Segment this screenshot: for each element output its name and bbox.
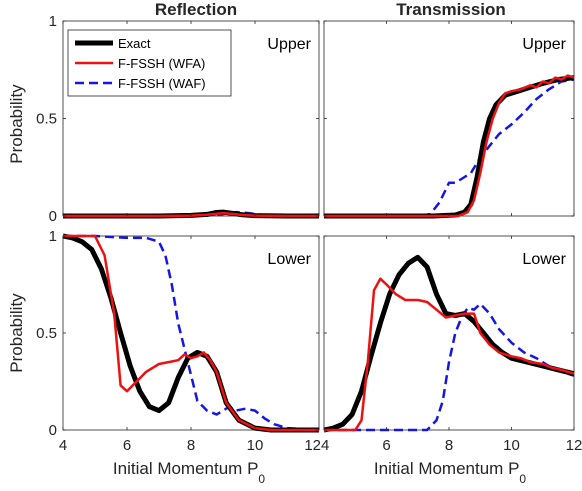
series-f-fssh-waf-bottom-left	[63, 234, 319, 432]
series-f-fssh-wfa-bottom-right	[324, 277, 574, 432]
column-title-reflection: Reflection	[155, 0, 237, 19]
y-tick-label-bottom-left-1: 1	[49, 228, 57, 245]
y-tick-label-top-left-1: 1	[49, 13, 57, 30]
x-tick-label-bottom-right-6: 6	[382, 437, 390, 454]
panel-bottom-left: 4 6 8 10 12 0 0.5 1 Lower	[36, 228, 321, 454]
x-tick-label-bottom-right-4: 4	[321, 437, 329, 454]
y-tick-label-bottom-left-0: 0	[49, 422, 57, 439]
x-tick-label-bottom-left-4: 4	[59, 437, 67, 454]
x-axis-label-left: Initial Momentum P0	[113, 459, 266, 486]
y-axis-label-top: Probability	[7, 84, 26, 164]
x-tick-label-bottom-left-8: 8	[187, 437, 195, 454]
panel-label-bottom-left: Lower	[267, 251, 311, 268]
legend-label-wfa: F-FSSH (WFA)	[118, 56, 205, 71]
legend-label-exact: Exact	[118, 36, 151, 51]
panel-label-bottom-right: Lower	[522, 251, 566, 268]
x-tick-label-bottom-right-12: 12	[566, 437, 582, 454]
series-f-fssh-wfa-top-right	[324, 74, 574, 218]
panel-label-top-left: Upper	[267, 36, 311, 53]
series-f-fssh-waf-bottom-right	[324, 302, 574, 432]
x-tick-label-bottom-right-10: 10	[503, 437, 520, 454]
series-f-fssh-wfa-bottom-left	[63, 234, 319, 432]
panel-bottom-right: 4 6 8 10 12 Lower	[321, 235, 582, 454]
x-axis-label-left-main: Initial Momentum P	[113, 459, 259, 478]
x-axis-label-right-main: Initial Momentum P	[374, 459, 520, 478]
legend: Exact F-FSSH (WFA) F-FSSH (WAF)	[67, 29, 232, 97]
x-axis-label-left-subscript: 0	[258, 472, 265, 486]
x-tick-label-bottom-left-10: 10	[247, 437, 264, 454]
series-exact-bottom-right	[324, 254, 574, 433]
legend-label-waf: F-FSSH (WAF)	[118, 76, 206, 91]
x-tick-label-bottom-left-6: 6	[123, 437, 131, 454]
y-tick-label-top-left-0.5: 0.5	[36, 111, 57, 128]
column-title-transmission: Transmission	[396, 0, 506, 19]
panel-top-right: Upper	[323, 20, 575, 219]
x-tick-label-bottom-right-8: 8	[445, 437, 453, 454]
axes-frame-bottom-right	[323, 235, 575, 431]
x-tick-label-bottom-left-12: 12	[304, 437, 321, 454]
x-axis-label-right: Initial Momentum P0	[374, 459, 527, 486]
y-tick-label-bottom-left-0.5: 0.5	[36, 325, 57, 342]
x-axis-label-right-subscript: 0	[519, 472, 526, 486]
panel-label-top-right: Upper	[522, 36, 566, 53]
y-tick-label-top-left-0: 0	[49, 208, 57, 225]
y-axis-label-bottom: Probability	[7, 293, 26, 373]
